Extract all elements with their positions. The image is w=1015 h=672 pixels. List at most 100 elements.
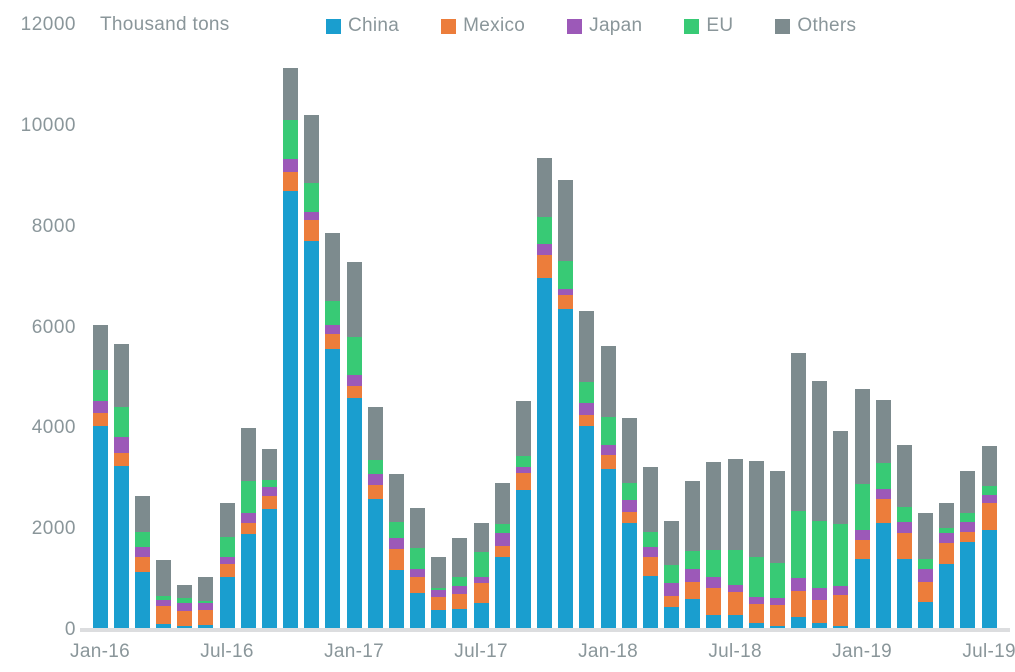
bar-segment-china	[346, 398, 362, 630]
bar-Sep-16	[261, 448, 277, 631]
bar-segment-china	[727, 614, 743, 630]
bar-segment-japan	[981, 494, 997, 504]
bar-segment-mexico	[854, 539, 870, 560]
bar-segment-china	[981, 530, 997, 630]
legend-swatch-china	[326, 18, 341, 34]
bar-segment-others	[431, 557, 447, 588]
y-tick-label: 10000	[20, 114, 76, 136]
bar-segment-japan	[240, 512, 256, 523]
bar-segment-japan	[473, 576, 489, 584]
bar-Mar-18	[642, 467, 658, 630]
bar-segment-mexico	[918, 581, 934, 602]
bar-segment-others	[177, 584, 193, 598]
bar-Feb-16	[113, 344, 129, 630]
bar-segment-mexico	[642, 556, 658, 577]
bar-segment-china	[304, 240, 320, 630]
bar-Jan-17	[346, 262, 362, 630]
bar-segment-mexico	[748, 604, 764, 624]
bar-Apr-16	[156, 560, 171, 630]
bar-segment-china	[896, 559, 912, 630]
bar-Sep-17	[515, 400, 531, 630]
bar-segment-japan	[410, 568, 426, 577]
bar-segment-japan	[494, 533, 510, 546]
bar-segment-china	[283, 191, 299, 630]
bar-segment-china	[198, 624, 214, 630]
bar-segment-japan	[219, 556, 235, 564]
bar-segment-china	[156, 624, 171, 630]
bar-segment-eu	[642, 532, 658, 547]
bar-segment-others	[304, 114, 320, 183]
bar-segment-japan	[558, 289, 574, 296]
bar-segment-mexico	[833, 594, 849, 626]
bar-segment-eu	[219, 537, 235, 557]
bar-segment-eu	[939, 527, 955, 534]
bar-segment-china	[452, 608, 468, 630]
bar-segment-mexico	[727, 592, 743, 615]
x-tick-label: Jul-19	[962, 641, 1015, 662]
bar-segment-eu	[388, 521, 404, 539]
bar-segment-eu	[410, 547, 426, 569]
bar-segment-eu	[92, 369, 108, 402]
bar-segment-china	[558, 308, 574, 630]
bar-segment-others	[579, 311, 595, 382]
bar-segment-china	[134, 571, 150, 630]
bar-segment-china	[812, 623, 828, 630]
bar-segment-mexico	[600, 455, 616, 469]
bar-segment-others	[494, 482, 510, 524]
bar-segment-others	[261, 448, 277, 480]
legend-swatch-mexico	[441, 18, 457, 34]
bar-segment-others	[833, 430, 849, 524]
bar-segment-japan	[304, 211, 320, 221]
bar-segment-mexico	[283, 171, 299, 192]
bar-segment-china	[325, 349, 341, 630]
bar-Mar-17	[388, 473, 404, 630]
bar-Feb-17	[367, 406, 383, 630]
bar-segment-others	[473, 522, 489, 553]
bar-Jul-18	[727, 459, 743, 630]
bar-Jun-19	[960, 470, 976, 630]
bar-segment-mexico	[791, 591, 807, 618]
bar-segment-others	[642, 467, 658, 533]
y-tick-label: 6000	[31, 316, 76, 338]
bar-segment-eu	[706, 549, 722, 578]
bar-segment-mexico	[367, 485, 383, 500]
bar-segment-others	[939, 502, 955, 528]
bar-segment-japan	[769, 598, 785, 606]
bar-segment-japan	[92, 401, 108, 413]
bar-segment-eu	[664, 564, 680, 584]
bar-segment-mexico	[875, 499, 891, 523]
bar-segment-china	[833, 625, 849, 630]
bar-segment-mexico	[92, 412, 108, 426]
bar-segment-eu	[896, 507, 912, 522]
bar-segment-others	[325, 233, 341, 302]
bar-segment-japan	[960, 522, 976, 533]
bar-Jan-16	[92, 324, 108, 630]
bar-Aug-16	[240, 428, 256, 630]
bar-segment-mexico	[558, 295, 574, 309]
bar-segment-mexico	[621, 511, 637, 523]
bar-segment-others	[537, 158, 553, 217]
bar-segment-others	[240, 428, 256, 482]
bar-Mar-16	[134, 495, 150, 630]
bar-segment-mexico	[960, 532, 976, 543]
bar-segment-others	[558, 179, 574, 261]
x-tick-label: Jan-18	[578, 641, 639, 662]
bar-segment-japan	[621, 500, 637, 512]
bar-segment-eu	[325, 301, 341, 326]
x-tick-label: Jul-17	[454, 641, 508, 662]
bar-segment-mexico	[177, 611, 193, 627]
legend-item-mexico: Mexico	[441, 15, 525, 37]
bar-segment-others	[113, 344, 129, 407]
y-axis-unit-label: Thousand tons	[100, 14, 230, 35]
bar-Apr-18	[664, 520, 680, 630]
bar-segment-mexico	[685, 581, 701, 600]
bar-segment-others	[918, 512, 934, 560]
legend-item-china: China	[326, 15, 399, 37]
bar-segment-others	[812, 380, 828, 521]
x-tick-label: Jan-19	[832, 641, 893, 662]
x-tick-label: Jan-17	[324, 641, 384, 662]
bar-segment-japan	[791, 577, 807, 592]
bar-segment-mexico	[219, 563, 235, 577]
bar-segment-china	[875, 522, 891, 630]
y-tick-label: 0	[64, 619, 76, 640]
